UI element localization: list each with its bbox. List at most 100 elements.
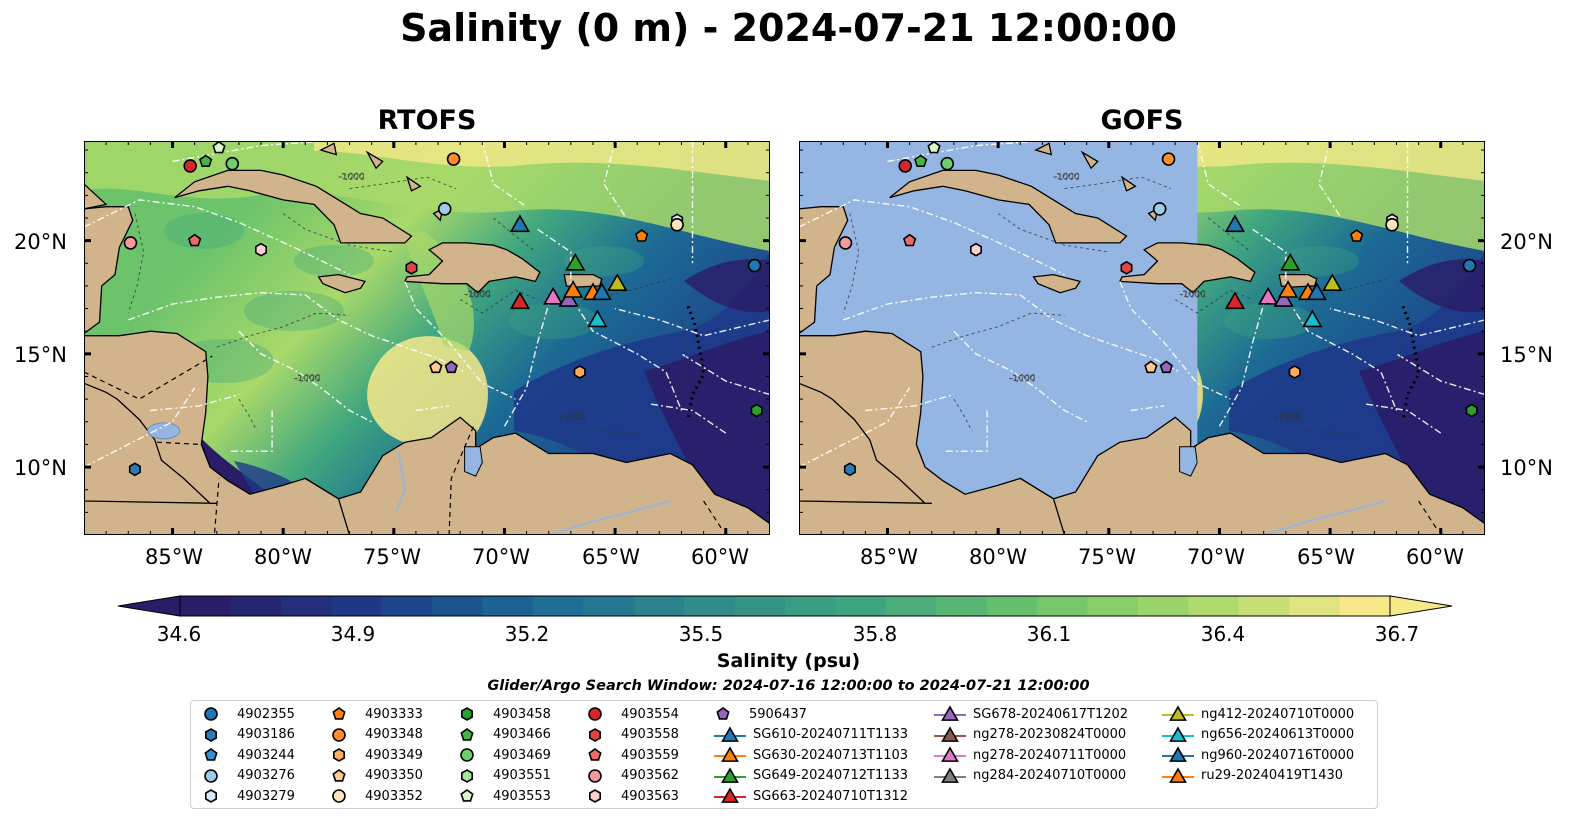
colorbar-tick: 34.6 <box>156 622 202 646</box>
float-legend-marker <box>588 748 602 761</box>
legend-label: ng960-20240716T0000 <box>1201 747 1355 763</box>
legend-item: SG610-20240711T1133 <box>713 725 908 745</box>
glider-legend-marker <box>941 725 959 742</box>
argo-float-marker <box>670 217 684 232</box>
argo-float-marker <box>405 260 418 275</box>
colorbar-segment <box>1087 596 1139 616</box>
float-legend-marker <box>589 789 601 803</box>
argo-float-marker <box>634 229 649 242</box>
glider-marker <box>1302 309 1323 328</box>
float-legend-marker <box>716 707 730 720</box>
glider-legend-marker <box>941 705 959 721</box>
colorbar-segment <box>1339 596 1391 616</box>
bathymetry-contours: -1000 -1000 -1000 -1000 <box>127 172 687 434</box>
argo-float-marker <box>187 233 202 247</box>
glider-legend-icon <box>934 705 966 721</box>
legend-item: 4903466 <box>457 725 551 745</box>
glider-marker <box>1322 273 1343 292</box>
colorbar-tick: 36.7 <box>1374 622 1420 646</box>
legend: 4902355 4903186 4903244 4903276 4903279 49033… <box>190 700 1378 809</box>
float-legend-icon <box>460 789 474 802</box>
float-legend-icon <box>589 727 601 742</box>
argo-float-marker <box>1152 202 1167 216</box>
legend-label: SG610-20240711T1133 <box>753 727 909 742</box>
legend-label: 4903352 <box>365 788 423 804</box>
float-legend-icon <box>332 707 346 720</box>
svg-text:-1000: -1000 <box>1275 413 1301 423</box>
legend-item: SG663-20240710T1312 <box>713 786 908 806</box>
eez-boundaries <box>84 141 770 468</box>
legend-label: 4903333 <box>365 706 423 722</box>
argo-float-marker <box>1385 217 1399 232</box>
legend-item: 4903563 <box>585 786 679 806</box>
float-legend-icon <box>716 707 730 720</box>
legend-item: 4903551 <box>457 766 551 786</box>
float-legend-icon <box>332 727 346 742</box>
float-legend-marker <box>460 789 474 802</box>
lon-label-60w-rtofs: 60°W <box>691 545 749 569</box>
legend-label: 4903558 <box>621 727 679 742</box>
lon-label-60w-gofs: 60°W <box>1406 545 1464 569</box>
legend-item: 4903554 <box>585 704 679 724</box>
lon-label-70w-gofs: 70°W <box>1187 545 1245 569</box>
argo-float-marker <box>1144 360 1158 374</box>
legend-label: ng284-20240710T0000 <box>973 768 1127 783</box>
argo-float-marker <box>437 202 452 216</box>
legend-item: 4903333 <box>329 704 423 724</box>
colorbar-segment <box>734 596 786 616</box>
legend-label: 4902355 <box>237 706 295 722</box>
float-legend-marker <box>332 707 346 720</box>
float-legend-icon <box>204 768 218 783</box>
legend-item: 4903244 <box>201 745 295 765</box>
colorbar-extend-high <box>1389 595 1453 617</box>
panel-title-gofs: GOFS <box>1100 105 1184 136</box>
argo-float-marker <box>1288 365 1301 379</box>
float-legend-icon <box>333 748 345 762</box>
argo-float-marker <box>573 365 586 379</box>
glider-legend-icon <box>934 725 966 742</box>
lon-label-75w-rtofs: 75°W <box>363 545 421 569</box>
svg-text:-1000: -1000 <box>560 413 586 423</box>
argo-float-marker <box>1161 152 1176 166</box>
colorbar-segment <box>432 596 483 616</box>
legend-label: ng278-20230824T0000 <box>973 727 1127 742</box>
lat-label-15n-left: 15°N <box>14 343 67 367</box>
float-legend-icon <box>461 768 473 783</box>
argo-float-marker <box>128 462 141 477</box>
glider-legend-marker <box>721 766 739 783</box>
argo-float-marker <box>902 233 917 247</box>
colorbar-segment <box>684 596 736 616</box>
colorbar-segment <box>1188 596 1240 616</box>
lat-label-20n-right: 20°N <box>1500 230 1553 254</box>
lon-label-65w-gofs: 65°W <box>1297 545 1355 569</box>
argo-float-marker <box>927 141 941 154</box>
float-legend-marker <box>204 748 218 761</box>
glider-legend-icon <box>1162 746 1194 762</box>
legend-label: 4903466 <box>493 727 551 742</box>
colorbar-segment <box>280 596 332 616</box>
legend-item: SG630-20240713T1103 <box>713 745 908 765</box>
float-legend-marker <box>332 727 346 742</box>
colorbar-segment <box>1289 596 1341 616</box>
argo-float-marker <box>123 236 138 250</box>
argo-float-marker <box>225 156 240 171</box>
legend-label: 4903350 <box>365 768 423 783</box>
colorbar-segment <box>986 596 1038 616</box>
bathymetry-contours: -1000 -1000 -1000 -1000 <box>842 172 1402 434</box>
glider-legend-icon <box>714 787 746 803</box>
glider-legend-icon <box>714 725 746 742</box>
argo-float-marker <box>183 159 198 173</box>
glider-legend-icon <box>934 746 966 762</box>
glider-marker <box>1273 289 1294 307</box>
argo-float-marker <box>970 242 982 257</box>
float-legend-icon <box>204 707 218 721</box>
legend-label: 4903349 <box>365 747 423 763</box>
legend-label: SG649-20240712T1133 <box>753 768 909 783</box>
legend-label: 4903469 <box>493 747 551 763</box>
colorbar-segment <box>331 596 383 616</box>
legend-label: 4903559 <box>621 747 679 763</box>
argo-float-marker <box>750 403 763 418</box>
argo-float-marker <box>1465 403 1478 418</box>
colorbar-segment <box>180 596 231 616</box>
float-legend-marker <box>589 727 601 742</box>
